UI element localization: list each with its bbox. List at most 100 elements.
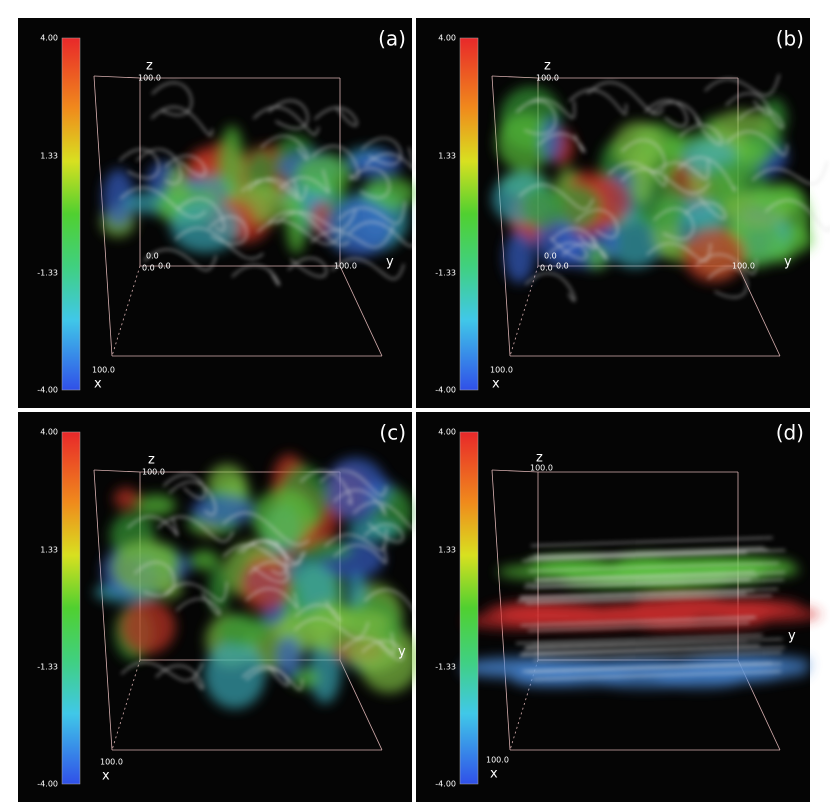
field-line <box>175 227 264 260</box>
axis-label: 100.0 <box>334 262 357 271</box>
panel-label: (c) <box>379 421 406 445</box>
axis-label: 0.0 <box>556 262 569 271</box>
field-line <box>725 92 771 115</box>
field-line <box>333 544 387 564</box>
field-line <box>157 516 234 543</box>
colorbar-tick-label: 4.00 <box>40 34 58 43</box>
panel-label: (a) <box>378 27 406 51</box>
field-line <box>252 106 320 135</box>
colorbar-tick-label: -1.33 <box>435 269 456 278</box>
volume-blob <box>536 561 599 578</box>
field-line <box>176 592 221 616</box>
volume-blob <box>539 117 563 162</box>
box-edge <box>111 659 141 751</box>
field-line <box>535 549 786 559</box>
field-line <box>650 101 701 126</box>
volume-blob <box>333 609 391 635</box>
colorbar-tick-label: 1.33 <box>438 546 456 555</box>
volume-blob <box>240 558 290 611</box>
field-line <box>267 210 350 246</box>
axis-label: y <box>398 645 406 660</box>
volume-blob <box>629 154 653 203</box>
field-line <box>119 186 206 218</box>
volume-blob <box>613 121 664 171</box>
field-line <box>348 167 390 199</box>
field-line <box>241 179 308 201</box>
field-line <box>311 145 360 180</box>
field-line <box>535 571 786 582</box>
field-line <box>341 632 395 655</box>
field-line <box>522 552 747 562</box>
field-line <box>268 100 309 129</box>
volume-blob <box>285 189 307 255</box>
axis-label: 100.0 <box>142 468 165 477</box>
field-line <box>704 74 780 96</box>
volume-blob <box>498 600 600 617</box>
volume-blob <box>305 601 352 654</box>
axis-label: 100.0 <box>100 758 123 767</box>
field-line <box>525 638 783 648</box>
colorbar <box>459 37 479 391</box>
volume-blob <box>344 634 402 672</box>
field-line <box>241 540 289 560</box>
volume-blob <box>113 487 139 510</box>
volume-render <box>100 125 417 257</box>
field-line <box>119 148 160 179</box>
field-line <box>134 561 175 597</box>
field-line <box>223 544 306 567</box>
field-line <box>518 184 594 210</box>
field-line <box>314 107 358 127</box>
field-line <box>535 570 755 580</box>
volume-blob <box>646 614 767 630</box>
axis-label: z <box>148 453 155 468</box>
field-line <box>287 257 327 278</box>
colorbar <box>61 431 81 785</box>
volume-blob <box>189 549 220 571</box>
field-line <box>126 516 179 536</box>
field-line <box>528 622 750 632</box>
volume-blob <box>753 182 805 213</box>
volume-blob <box>325 198 394 257</box>
volume-blob <box>121 599 176 654</box>
volume-blob <box>463 613 572 630</box>
axis-label: x <box>102 769 110 784</box>
volume-blob <box>275 635 303 679</box>
field-line <box>568 89 627 115</box>
axis-label: x <box>94 377 102 392</box>
field-line <box>249 561 289 583</box>
field-line <box>163 581 228 602</box>
field-line <box>707 266 748 298</box>
volume-blob <box>204 640 266 709</box>
volume-blob <box>135 494 177 517</box>
field-line <box>531 579 784 589</box>
field-line <box>319 469 387 497</box>
colorbar-tick-label: 1.33 <box>40 546 58 555</box>
axis-label: z <box>536 451 543 466</box>
field-line <box>248 178 300 198</box>
axis-label: 100.0 <box>490 366 513 375</box>
colorbar-tick-label: 4.00 <box>40 428 58 437</box>
colorbar-tick-label: -4.00 <box>37 386 58 395</box>
colorbar-tick-label: 1.33 <box>40 152 58 161</box>
field-line <box>155 665 204 690</box>
field-line <box>587 81 664 115</box>
volume-blob <box>496 113 555 172</box>
field-lines <box>121 469 423 691</box>
field-line <box>361 640 404 661</box>
field-line <box>241 665 303 691</box>
axis-label: 100.0 <box>732 262 755 271</box>
field-line <box>653 208 694 240</box>
field-line <box>525 272 576 302</box>
box-edge <box>737 265 781 357</box>
field-line <box>524 578 751 589</box>
field-line <box>231 264 280 286</box>
volume-blob <box>102 168 135 226</box>
field-line <box>164 155 207 177</box>
field-line <box>363 522 404 543</box>
box-edge <box>93 469 113 751</box>
volume-blob <box>295 154 352 196</box>
field-lines <box>515 74 830 302</box>
field-line <box>679 124 723 146</box>
